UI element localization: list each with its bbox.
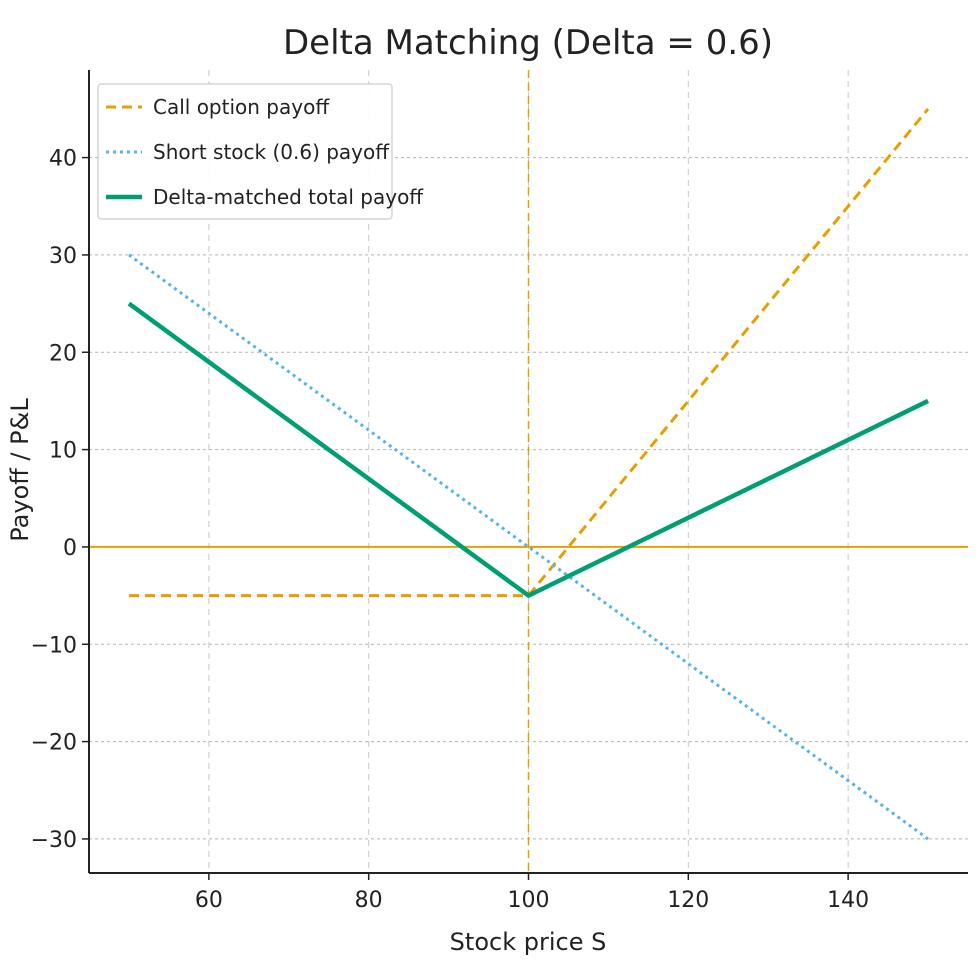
- legend-label: Short stock (0.6) payoff: [153, 140, 390, 164]
- x-tick-label: 60: [195, 888, 223, 913]
- x-tick-label: 140: [827, 888, 869, 913]
- x-tick-label: 80: [355, 888, 383, 913]
- y-tick-label: −20: [31, 731, 77, 756]
- y-tick-label: 20: [49, 341, 77, 366]
- y-tick-label: −10: [31, 633, 77, 658]
- legend-label: Call option payoff: [153, 95, 330, 119]
- x-tick-label: 120: [667, 888, 709, 913]
- legend: Call option payoff Short stock (0.6) payo…: [97, 83, 424, 220]
- legend-box: [97, 83, 393, 220]
- y-ticks: −30 −20 −10 0 10 20 30 40: [31, 147, 89, 853]
- y-tick-label: −30: [31, 828, 77, 853]
- x-tick-label: 100: [508, 888, 550, 913]
- x-ticks: 60 80 100 120 140: [195, 873, 869, 913]
- y-tick-label: 10: [49, 439, 77, 464]
- legend-label: Delta-matched total payoff: [153, 185, 424, 209]
- legend-items: Call option payoff Short stock (0.6) payo…: [106, 95, 424, 209]
- series-line-3: [127, 301, 930, 598]
- series-line-1: [128, 107, 930, 598]
- chart-title: Delta Matching (Delta = 0.6): [283, 23, 773, 63]
- x-axis-label: Stock price S: [450, 928, 607, 956]
- reference-lines: [89, 70, 968, 873]
- y-tick-label: 40: [49, 147, 77, 172]
- y-tick-label: 30: [49, 244, 77, 269]
- y-tick-label: 0: [63, 536, 77, 561]
- series-layer: [127, 107, 930, 841]
- y-axis-label: Payoff / P&L: [6, 398, 34, 542]
